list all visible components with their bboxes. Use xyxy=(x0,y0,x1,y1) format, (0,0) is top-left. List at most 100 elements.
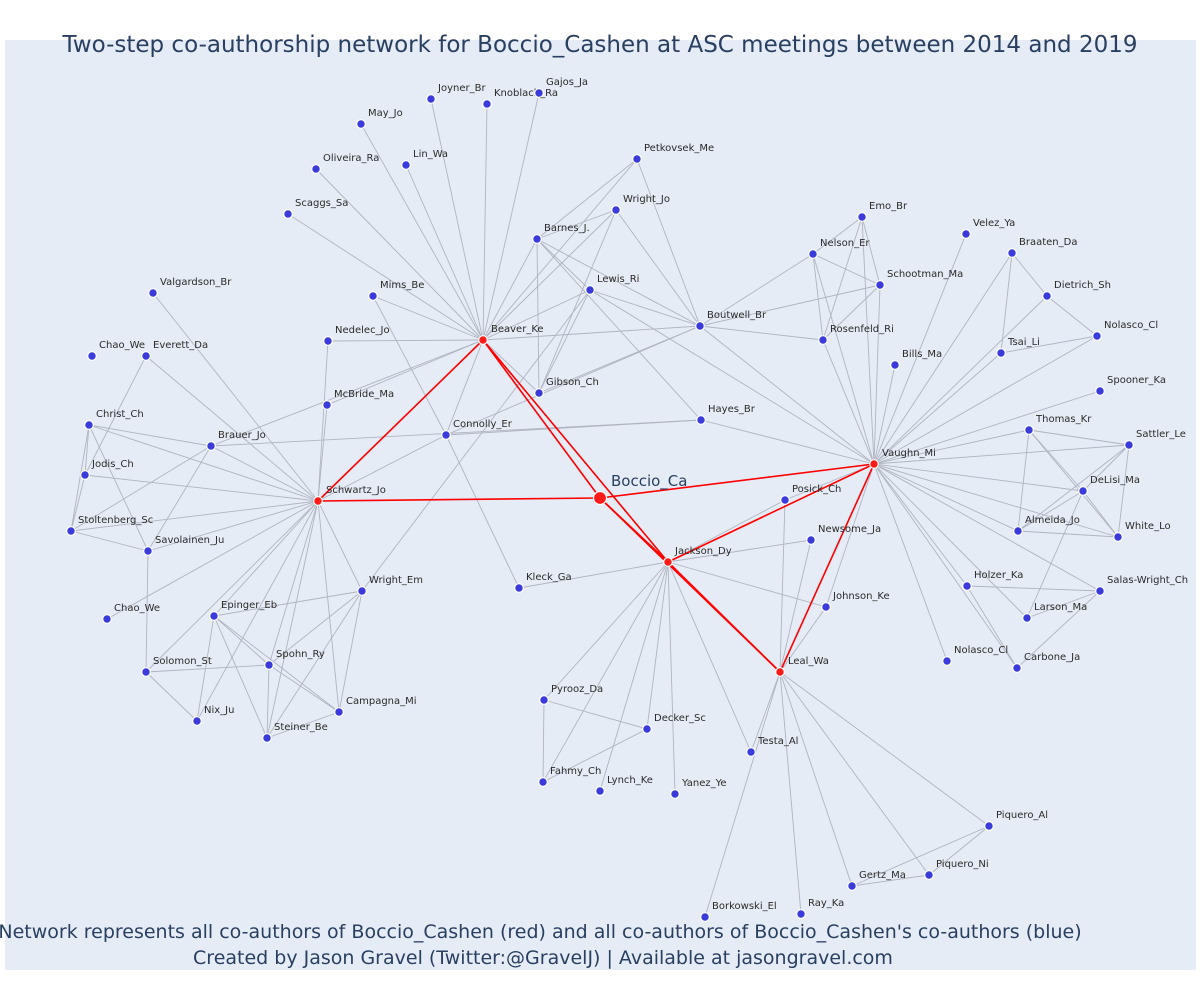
node-marker[interactable] xyxy=(780,495,790,505)
node-marker[interactable] xyxy=(534,388,544,398)
node-marker[interactable] xyxy=(66,526,76,536)
node-vaughn-mi[interactable]: Vaughn_Mi xyxy=(869,448,936,469)
node-marker[interactable] xyxy=(538,777,548,787)
node-marker[interactable] xyxy=(368,291,378,301)
node-nedelec-jo[interactable]: Nedelec_Jo xyxy=(323,325,390,346)
node-almeida-jo[interactable]: Almeida_Jo xyxy=(1013,515,1080,536)
node-marker[interactable] xyxy=(847,881,857,891)
node-marker[interactable] xyxy=(890,360,900,370)
node-bills-ma[interactable]: Bills_Ma xyxy=(890,349,942,370)
node-marker[interactable] xyxy=(357,586,367,596)
node-leal-wa[interactable]: Leal_Wa xyxy=(775,656,829,677)
node-lynch-ke[interactable]: Lynch_Ke xyxy=(595,775,653,796)
node-marker[interactable] xyxy=(611,205,621,215)
node-marker[interactable] xyxy=(875,280,885,290)
node-brauer-jo[interactable]: Brauer_Jo xyxy=(206,430,266,451)
node-boutwell-br[interactable]: Boutwell_Br xyxy=(695,310,767,331)
node-chao-we-2[interactable]: Chao_We xyxy=(102,603,160,624)
node-gertz-ma[interactable]: Gertz_Ma xyxy=(847,870,906,891)
node-fahmy-ch[interactable]: Fahmy_Ch xyxy=(538,766,602,787)
node-joyner-br[interactable]: Joyner_Br xyxy=(426,83,487,104)
node-nelson-er[interactable]: Nelson_Er xyxy=(808,238,871,259)
node-piquero-al[interactable]: Piquero_Al xyxy=(984,810,1048,831)
node-kleck-ga[interactable]: Kleck_Ga xyxy=(514,572,572,593)
node-marker[interactable] xyxy=(1042,291,1052,301)
node-marker[interactable] xyxy=(857,212,867,222)
node-marker[interactable] xyxy=(1007,248,1017,258)
node-testa-al[interactable]: Testa_Al xyxy=(746,736,799,757)
node-braaten-da[interactable]: Braaten_Da xyxy=(1007,237,1078,258)
node-marker[interactable] xyxy=(984,821,994,831)
node-everett-da[interactable]: Everett_Da xyxy=(141,340,208,361)
node-gibson-ch[interactable]: Gibson_Ch xyxy=(534,377,599,398)
node-marker[interactable] xyxy=(696,415,706,425)
node-marker[interactable] xyxy=(534,88,544,98)
node-marker[interactable] xyxy=(1124,440,1134,450)
node-marker[interactable] xyxy=(746,747,756,757)
node-marker[interactable] xyxy=(663,557,673,567)
node-marker[interactable] xyxy=(1012,663,1022,673)
node-marker[interactable] xyxy=(1092,331,1102,341)
node-chao-we[interactable]: Chao_We xyxy=(87,340,145,361)
node-may-jo[interactable]: May_Jo xyxy=(356,108,403,129)
node-lin-wa[interactable]: Lin_Wa xyxy=(401,149,448,170)
node-epinger-eb[interactable]: Epinger_Eb xyxy=(209,600,277,621)
node-campagna-mi[interactable]: Campagna_Mi xyxy=(334,696,417,717)
node-marker[interactable] xyxy=(996,348,1006,358)
node-dietrich-sh[interactable]: Dietrich_Sh xyxy=(1042,280,1111,301)
node-marker[interactable] xyxy=(192,716,202,726)
node-marker[interactable] xyxy=(1024,425,1034,435)
node-borkowski-el[interactable]: Borkowski_El xyxy=(700,901,777,922)
node-knoblach-ra[interactable]: Knoblach_Ra xyxy=(482,88,558,109)
node-steiner-be[interactable]: Steiner_Be xyxy=(262,722,328,743)
node-boccio-ca[interactable]: Boccio_Ca xyxy=(592,472,688,506)
node-rosenfeld-ri[interactable]: Rosenfeld_Ri xyxy=(818,324,894,345)
node-marker[interactable] xyxy=(595,786,605,796)
node-marker[interactable] xyxy=(1095,386,1105,396)
node-marker[interactable] xyxy=(818,335,828,345)
node-sattler-le[interactable]: Sattler_Le xyxy=(1124,429,1186,450)
node-spohn-ry[interactable]: Spohn_Ry xyxy=(264,649,325,670)
node-marker[interactable] xyxy=(796,909,806,919)
node-marker[interactable] xyxy=(206,441,216,451)
node-marker[interactable] xyxy=(1113,532,1123,542)
node-marker[interactable] xyxy=(478,335,488,345)
node-velez-ya[interactable]: Velez_Ya xyxy=(961,218,1016,239)
node-marker[interactable] xyxy=(311,164,321,174)
node-marker[interactable] xyxy=(808,249,818,259)
node-lewis-ri[interactable]: Lewis_Ri xyxy=(585,274,640,295)
node-wright-em[interactable]: Wright_Em xyxy=(357,575,423,596)
node-wright-jo[interactable]: Wright_Jo xyxy=(611,194,670,215)
node-emo-br[interactable]: Emo_Br xyxy=(857,201,908,222)
node-mcbride-ma[interactable]: McBride_Ma xyxy=(322,389,394,410)
node-marker[interactable] xyxy=(356,119,366,129)
node-pyrooz-da[interactable]: Pyrooz_Da xyxy=(539,684,603,705)
node-marker[interactable] xyxy=(670,789,680,799)
node-marker[interactable] xyxy=(942,656,952,666)
node-stoltenberg-sc[interactable]: Stoltenberg_Sc xyxy=(66,515,154,536)
node-hayes-br[interactable]: Hayes_Br xyxy=(696,404,756,425)
node-marker[interactable] xyxy=(426,94,436,104)
node-marker[interactable] xyxy=(313,496,323,506)
node-marker[interactable] xyxy=(961,229,971,239)
node-marker[interactable] xyxy=(84,420,94,430)
node-marker[interactable] xyxy=(775,667,785,677)
node-marker[interactable] xyxy=(401,160,411,170)
node-marker[interactable] xyxy=(869,459,879,469)
node-schwartz-jo[interactable]: Schwartz_Jo xyxy=(313,485,386,506)
node-marker[interactable] xyxy=(441,430,451,440)
node-marker[interactable] xyxy=(322,400,332,410)
node-tsai-li[interactable]: Tsai_Li xyxy=(996,337,1040,358)
node-marker[interactable] xyxy=(148,288,158,298)
node-newsome-ja[interactable]: Newsome_Ja xyxy=(806,524,881,545)
node-nix-ju[interactable]: Nix_Ju xyxy=(192,705,235,726)
node-marker[interactable] xyxy=(143,546,153,556)
node-marker[interactable] xyxy=(209,611,219,621)
node-marker[interactable] xyxy=(141,351,151,361)
node-holzer-ka[interactable]: Holzer_Ka xyxy=(962,570,1024,591)
node-beaver-ke[interactable]: Beaver_Ke xyxy=(478,324,544,345)
node-ray-ka[interactable]: Ray_Ka xyxy=(796,898,845,919)
node-marker[interactable] xyxy=(700,912,710,922)
node-marker[interactable] xyxy=(102,614,112,624)
node-marker[interactable] xyxy=(1013,526,1023,536)
